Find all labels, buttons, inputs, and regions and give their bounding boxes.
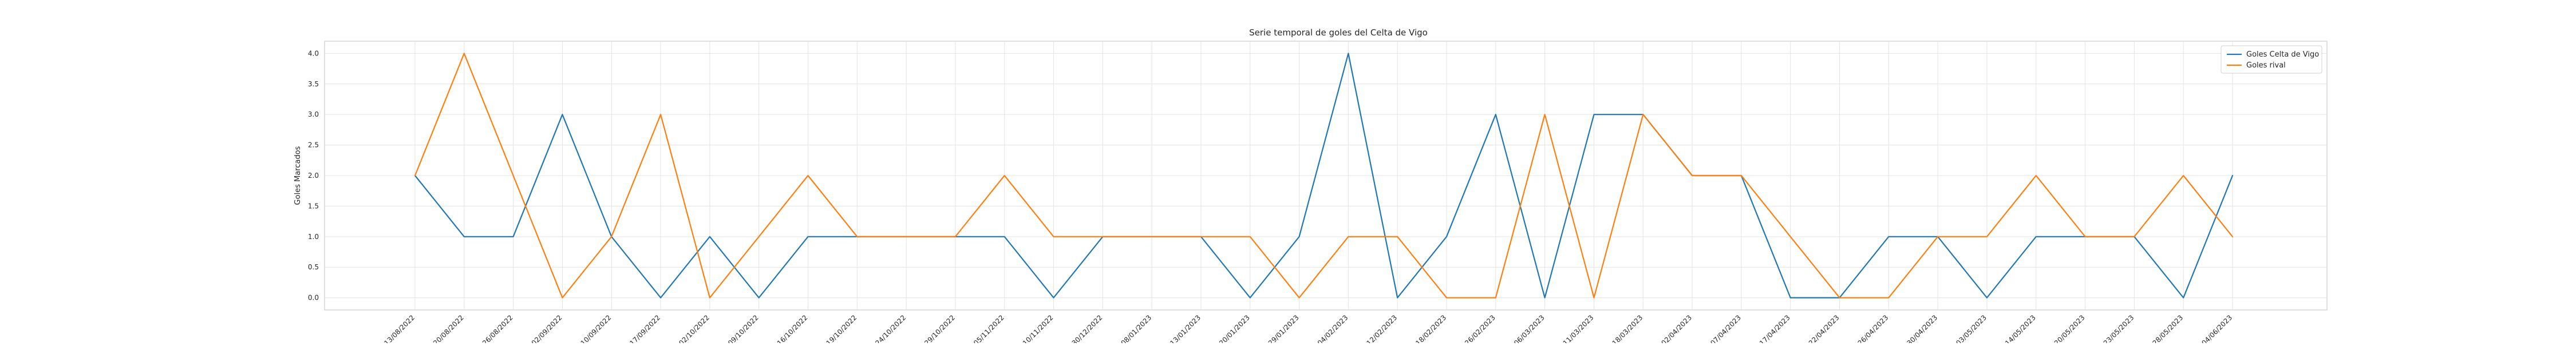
data-point (856, 236, 858, 237)
data-point (414, 175, 416, 176)
data-point (1741, 175, 1742, 176)
data-point (464, 53, 465, 54)
data-point (1053, 236, 1054, 237)
data-point (709, 297, 710, 298)
data-point (1200, 236, 1202, 237)
data-point (562, 297, 563, 298)
data-point (2036, 236, 2037, 237)
data-point (611, 236, 612, 237)
data-point (1446, 236, 1447, 237)
data-point (1151, 236, 1152, 237)
data-point (906, 236, 907, 237)
data-point (1888, 297, 1889, 298)
data-point (2183, 297, 2184, 298)
data-point (1250, 297, 1251, 298)
data-point (1298, 236, 1299, 237)
y-axis-label: Goles Marcados (294, 146, 302, 205)
y-tick-label: 2.0 (308, 172, 319, 180)
data-point (2232, 236, 2233, 237)
data-point (758, 236, 759, 237)
data-point (1544, 297, 1545, 298)
series-line-2 (414, 53, 2234, 299)
data-point (1888, 236, 1889, 237)
data-point (512, 236, 513, 237)
data-point (1348, 53, 1349, 54)
y-tick-label: 0.5 (308, 263, 319, 271)
data-point (1642, 114, 1643, 115)
data-point (1397, 297, 1398, 298)
data-point (1986, 297, 1988, 298)
data-point (1790, 297, 1791, 298)
data-point (709, 236, 710, 237)
y-tick-label: 2.5 (308, 141, 319, 149)
data-point (512, 175, 513, 176)
data-point (2036, 175, 2037, 176)
data-point (1053, 297, 1054, 298)
data-point (2084, 236, 2085, 237)
data-point (1790, 236, 1791, 237)
data-point (2134, 236, 2135, 237)
data-point (1544, 114, 1545, 115)
data-point (1102, 236, 1103, 237)
data-point (2183, 175, 2184, 176)
data-point (1593, 114, 1594, 115)
data-point (758, 297, 759, 298)
y-tick-label: 4.0 (308, 49, 319, 57)
data-point (1446, 297, 1447, 298)
data-point (807, 236, 808, 237)
data-point (660, 297, 661, 298)
data-point (1004, 236, 1005, 237)
grid (325, 41, 2327, 310)
y-tick-label: 1.5 (308, 202, 319, 210)
data-point (464, 236, 465, 237)
data-point (1692, 175, 1693, 176)
legend: Goles Celta de Vigo Goles rival (2221, 45, 2322, 74)
data-point (1495, 114, 1496, 115)
data-point (1495, 297, 1496, 298)
y-axis-ticks: 0.0 0.5 1.0 1.5 2.0 2.5 3.0 3.5 4.0 (308, 49, 319, 301)
data-point (1250, 236, 1251, 237)
data-point (1839, 297, 1840, 298)
data-point (562, 114, 563, 115)
legend-box (2221, 45, 2322, 74)
data-point (2232, 175, 2233, 176)
y-tick-label: 3.5 (308, 80, 319, 88)
data-point (807, 175, 808, 176)
series-group (414, 53, 2234, 299)
data-point (1593, 297, 1594, 298)
data-point (1298, 297, 1299, 298)
legend-label: Goles Celta de Vigo (2246, 50, 2319, 59)
data-point (1004, 175, 1005, 176)
data-point (1348, 236, 1349, 237)
y-tick-label: 3.0 (308, 110, 319, 118)
legend-label: Goles rival (2246, 61, 2286, 70)
y-tick-label: 1.0 (308, 233, 319, 241)
data-point (1397, 236, 1398, 237)
data-point (1937, 236, 1938, 237)
data-point (660, 114, 661, 115)
series-line-1 (414, 53, 2234, 299)
chart-title: Serie temporal de goles del Celta de Vig… (1249, 27, 1428, 38)
data-point (955, 236, 956, 237)
y-tick-label: 0.0 (308, 294, 319, 302)
data-point (1986, 236, 1988, 237)
